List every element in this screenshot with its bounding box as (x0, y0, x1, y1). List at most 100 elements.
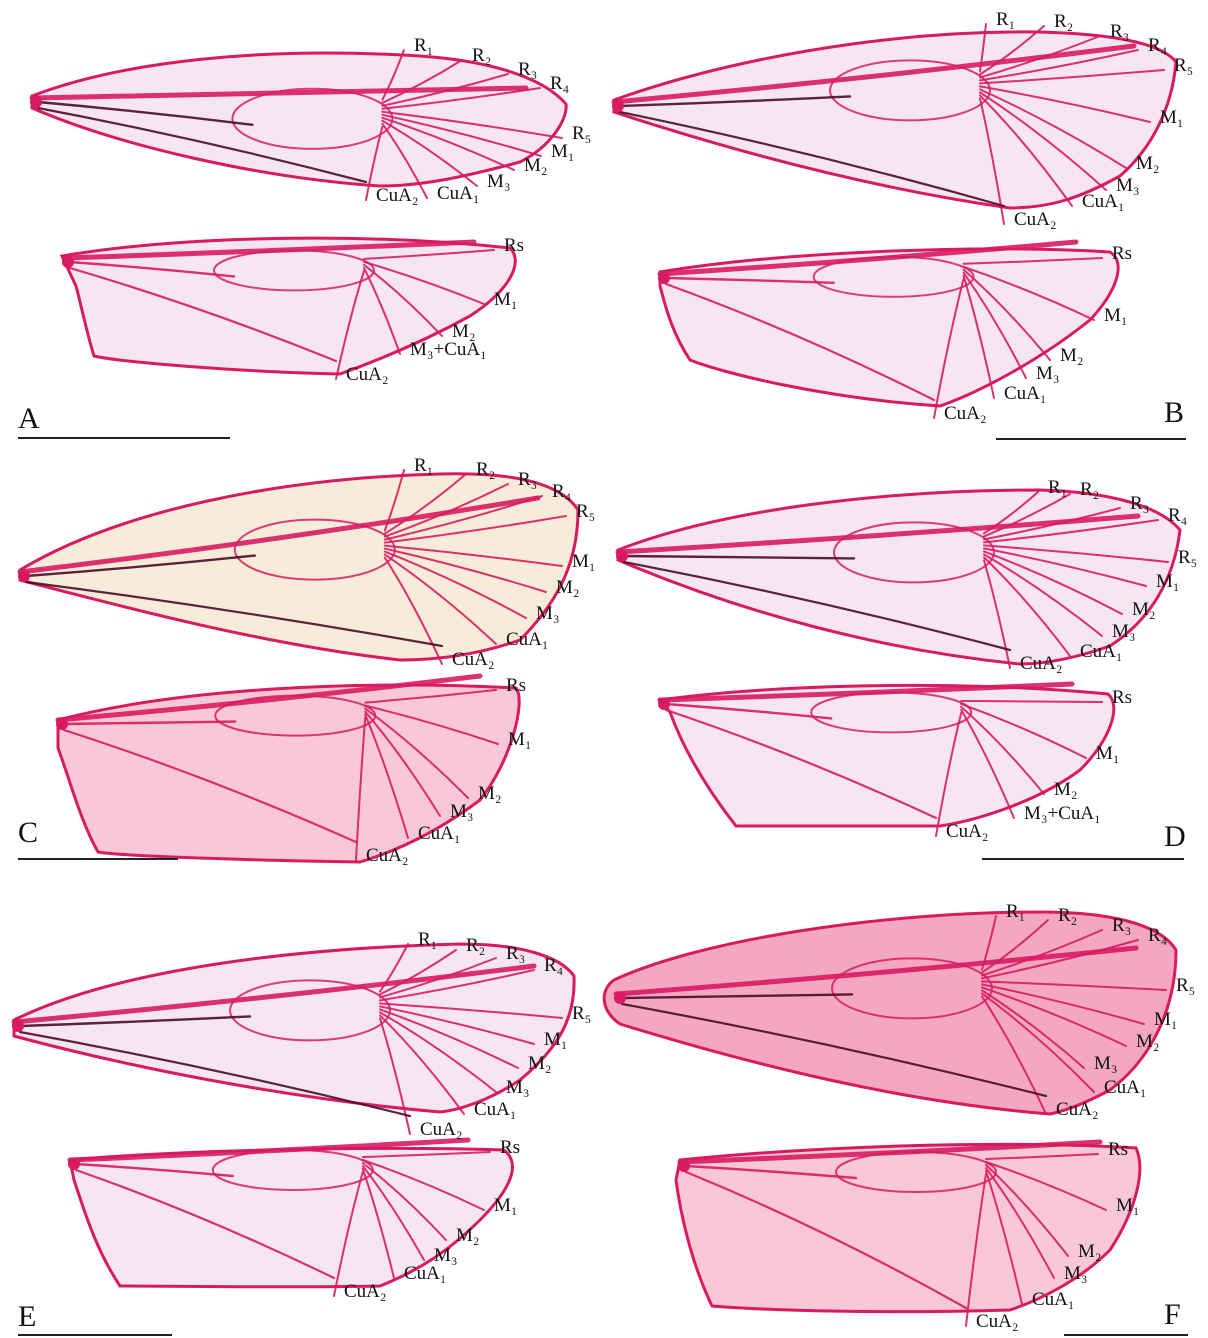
hindwing-vein-label-cua2: CuA₂ (366, 845, 409, 866)
hindwing-vein (962, 268, 1051, 361)
forewing-vein-label-r4: R₄ (1168, 505, 1188, 526)
hindwing-discal-cell (213, 249, 375, 292)
hindwing-base (56, 718, 68, 730)
forewing-vein-label-r4: R₄ (1148, 925, 1168, 946)
forewing-vein-label-m1: M₁ (1154, 1009, 1178, 1030)
hindwing-vein-label-cua2: CuA₂ (944, 403, 987, 424)
forewing-vein-label-r4: R₄ (550, 73, 570, 94)
forewing-vein (381, 122, 428, 199)
hindwing-vein-label-rs: Rs (1112, 687, 1133, 708)
hindwing-vein-label-m3-cua1: M₃+CuA₁ (1024, 803, 1101, 824)
forewing-costa-vein (11, 963, 537, 1025)
forewing-vein-label-r2: R₂ (1058, 905, 1078, 926)
forewing-vein-label-m2: M₂ (556, 577, 580, 598)
forewing-vein-label-cua2: CuA₂ (452, 649, 495, 670)
hindwing-vein-label-m2: M₂ (1054, 779, 1078, 800)
hindwing-costa-vein (55, 673, 483, 723)
panel-d-hindwing (657, 681, 1116, 837)
hindwing-vein (333, 1171, 364, 1297)
forewing-vein-label-r1: R₁ (414, 455, 434, 476)
forewing-vein-label-r4: R₄ (544, 955, 564, 976)
hindwing-discal-cell (812, 255, 975, 298)
forewing-vein (981, 986, 1127, 1047)
forewing-vein (379, 949, 457, 996)
hindwing-basal-vein (664, 276, 835, 284)
hindwing-vein (965, 1173, 987, 1327)
hindwing-vein (364, 704, 499, 745)
forewing-vein-label-m3: M₃ (536, 603, 560, 624)
forewing-costa-vein (29, 85, 529, 101)
forewing-vein (383, 483, 509, 538)
forewing-vein-label-cua1: CuA₁ (1082, 191, 1125, 212)
forewing-vein (981, 939, 1139, 980)
hindwing-vein-label-m3: M₃ (450, 801, 474, 822)
forewing-vein-label-m3: M₃ (1112, 621, 1136, 642)
hindwing-discal-cell (835, 1151, 997, 1193)
hindwing-anal-vein (74, 1168, 336, 1280)
hindwing-membrane (59, 236, 517, 376)
forewing-vein-label-r1: R₁ (1006, 901, 1026, 922)
forewing-vein-label-r5: R₅ (1178, 547, 1198, 568)
hindwing-vein (364, 689, 497, 704)
forewing-vein (379, 957, 497, 999)
hindwing-anal-vein (664, 708, 938, 820)
forewing-base (616, 550, 628, 562)
forewing-vein-label-m1: M₁ (1160, 107, 1184, 128)
forewing-costa-vein (611, 43, 1137, 105)
hindwing-basal-vein (68, 260, 236, 278)
forewing-vein-label-r3: R₃ (506, 943, 526, 964)
hindwing-vein-label-cua1: CuA₁ (1032, 1289, 1075, 1310)
hindwing-vein (985, 1153, 1099, 1160)
forewing-basal-vein (620, 993, 854, 1000)
forewing-vein (379, 1014, 465, 1115)
hindwing-vein (960, 708, 1015, 819)
forewing-discal-cell (829, 59, 991, 122)
panel-f-forewing (602, 910, 1178, 1116)
scale-bar-c (18, 858, 178, 860)
panel-f-hindwing (674, 1139, 1142, 1327)
forewing-vein-label-r2: R₂ (466, 935, 486, 956)
hindwing-vein (364, 713, 409, 839)
hindwing-vein-label-rs: Rs (1108, 1139, 1129, 1160)
forewing-vein-label-m1: M₁ (551, 141, 575, 162)
forewing-vein-label-m1: M₁ (1156, 571, 1180, 592)
forewing-vein (379, 1017, 411, 1135)
hindwing-base (678, 1160, 690, 1172)
scale-bar-a (18, 437, 230, 439)
forewing-vein (979, 97, 1005, 225)
panel-b-hindwing (657, 239, 1120, 419)
hindwing-vein-label-cua1: CuA₁ (418, 823, 461, 844)
forewing-vein (979, 94, 1073, 207)
forewing-vein-label-r3: R₃ (1112, 915, 1132, 936)
forewing-basal-vein (36, 100, 254, 126)
hindwing-vein-label-cua2: CuA₂ (344, 1281, 387, 1302)
hindwing-vein (364, 710, 441, 817)
forewing-vein (381, 110, 563, 139)
forewing-vein (979, 69, 1165, 85)
forewing-vein (383, 550, 527, 619)
hindwing-vein (962, 271, 1027, 379)
forewing-vein (383, 544, 563, 567)
forewing-vein-label-m3: M₃ (1094, 1053, 1118, 1074)
forewing-vein-label-m2: M₂ (1132, 599, 1156, 620)
forewing-vein (379, 1011, 497, 1093)
hindwing-basal-vein (62, 720, 237, 726)
hindwing-vein (962, 274, 995, 399)
forewing-vein (379, 969, 535, 1002)
forewing-base (12, 1020, 24, 1032)
hindwing-vein-label-cua2: CuA₂ (946, 821, 989, 842)
forewing-vein (383, 469, 405, 532)
forewing-vein (383, 547, 547, 593)
hindwing-vein-label-cua1: CuA₁ (1004, 383, 1047, 404)
hindwing-vein-label-m3: M₃ (1064, 1263, 1088, 1284)
forewing-vein-label-r1: R₁ (414, 35, 434, 56)
hindwing-anal-vein (68, 266, 338, 363)
forewing-basal-vein (18, 1015, 252, 1028)
hindwing-vein (935, 711, 963, 837)
forewing-discal-cell (229, 979, 391, 1042)
forewing-vein-label-m1: M₁ (544, 1029, 568, 1050)
forewing-vein-label-r5: R₅ (1174, 55, 1194, 76)
forewing-vein-label-m3: M₃ (506, 1077, 530, 1098)
